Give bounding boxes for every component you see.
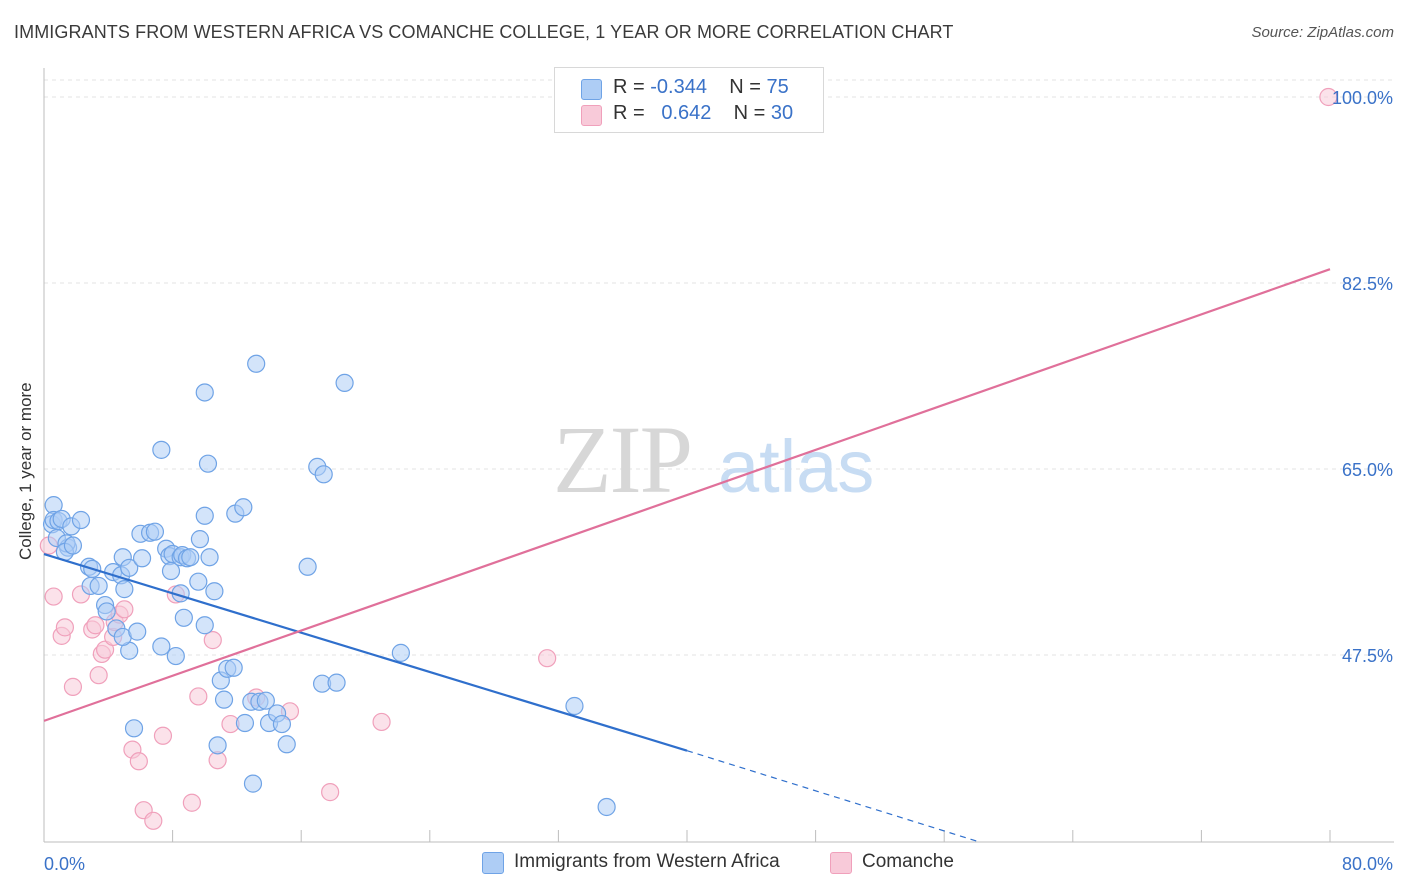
western-africa-point-29 [132,549,152,568]
western-africa-point-11 [71,510,91,530]
legend-r-value: 0.642 [661,102,712,124]
comanche-point-16 [129,752,148,771]
western-africa-point-53 [208,736,227,755]
blue-swatch-icon [482,852,504,874]
trend-lines [43,268,1331,842]
western-africa-point-31 [145,522,165,541]
y-tick-label-0: 100.0% [1332,88,1393,108]
legend-n-value: 75 [766,76,789,98]
western-africa-point-57 [224,658,243,677]
grid-lines [44,79,1394,656]
western-africa-point-69 [277,735,296,754]
y-tick-label-3: 47.5% [1342,646,1393,666]
bottom-legend-label: Immigrants from Western Africa [514,851,780,872]
watermark-zip: ZIP [553,406,691,513]
western-africa-point-59 [234,498,253,517]
western-africa-point-62 [243,774,263,793]
western-africa-point-38 [166,646,185,666]
correlation-legend: R = -0.344 N = 75 R = 0.642 N = 30 [554,67,824,133]
comanche-point-14 [115,600,134,619]
comanche-point-1 [44,587,63,606]
western-africa-point-17 [97,602,116,621]
western-africa-point-49 [195,506,214,525]
watermark: ZIP atlas [553,406,874,513]
comanche-point-8 [89,666,108,685]
y-tick-label-2: 65.0% [1342,460,1393,480]
western-africa-point-76 [391,643,410,662]
western-africa-point-41 [174,608,193,627]
comanche-point-7 [86,616,105,635]
blue-swatch-icon [581,79,602,100]
western-africa-point-74 [327,673,346,692]
western-africa-point-9 [63,536,83,555]
western-africa-point-51 [198,454,218,473]
western-africa-point-52 [205,582,224,601]
trend-line-western-africa [43,552,688,752]
comanche-point-23 [203,631,222,650]
trend-line-western-africa-extension [686,750,977,842]
western-africa-point-60 [235,713,255,733]
comanche-point-21 [182,793,201,812]
western-africa-point-32 [152,637,171,656]
western-africa-point-65 [256,691,275,710]
western-africa-point-22 [115,580,134,599]
y-tick-label-1: 82.5% [1342,274,1393,294]
x-tick-labels: 0.0% 80.0% [44,854,1393,874]
bottom-legend-label: Comanche [862,851,954,872]
western-africa-point-23 [120,558,139,577]
western-africa-point-46 [195,616,214,635]
comanche-point-28 [321,783,340,802]
western-africa-point-50 [195,383,214,402]
western-africa-point-75 [335,373,354,393]
western-africa-point-72 [314,465,333,484]
comanche-point-18 [144,811,163,830]
western-africa-point-68 [272,714,292,734]
western-africa-point-27 [128,622,147,641]
comanche-point-30 [538,649,557,668]
legend-n-label: N = [733,102,766,124]
legend-r-value: -0.344 [650,76,707,98]
western-africa-point-77 [565,696,584,716]
western-africa-point-44 [189,572,208,591]
chart-title: IMMIGRANTS FROM WESTERN AFRICA VS COMANC… [14,22,954,42]
series-western-africa-points [42,354,616,817]
x-tick-label-0: 0.0% [44,854,85,874]
legend-r-label: R = [613,102,645,124]
western-africa-point-48 [200,548,219,567]
pink-swatch-icon [581,105,602,126]
western-africa-point-45 [190,530,210,549]
source-label: Source: ZipAtlas.com [1251,24,1394,41]
comanche-point-31 [1319,87,1338,107]
legend-r-label: R = [613,76,645,98]
y-axis-label: College, 1 year or more [16,382,35,560]
legend-n-value: 30 [770,102,794,124]
comanche-point-4 [63,677,83,696]
western-africa-point-33 [152,440,171,459]
y-tick-labels: 100.0% 82.5% 65.0% 47.5% [1332,88,1393,666]
western-africa-point-55 [214,690,234,709]
western-africa-point-43 [181,548,200,567]
western-africa-point-70 [298,557,317,576]
pink-swatch-icon [830,852,852,874]
x-tick-label-1: 80.0% [1342,854,1393,874]
axes [43,68,1394,843]
comanche-point-22 [189,687,208,706]
comanche-point-3 [55,618,74,637]
comanche-point-29 [372,712,391,732]
western-africa-point-78 [597,797,616,817]
comanche-point-19 [153,726,173,745]
western-africa-point-63 [247,354,266,373]
legend-n-label: N = [729,76,761,98]
western-africa-point-14 [89,576,108,596]
trend-line-comanche [43,268,1331,722]
western-africa-point-25 [124,719,144,738]
